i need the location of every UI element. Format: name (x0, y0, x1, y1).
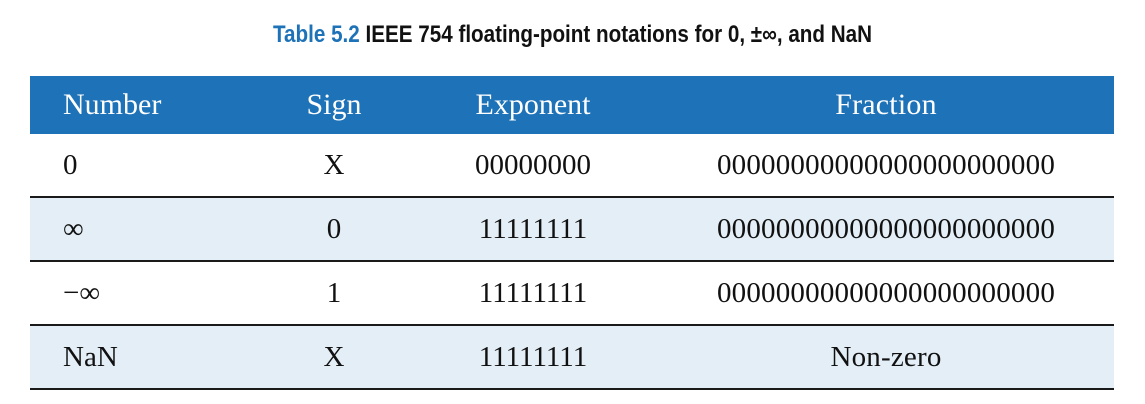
cell-sign: 0 (326, 212, 342, 245)
cell-exponent: 11111111 (478, 340, 588, 373)
cell-exponent: 11111111 (478, 212, 588, 245)
table-caption-text: IEEE 754 floating-point notations for 0,… (365, 21, 873, 48)
table-row: ∞ 0 11111111 00000000000000000000000 (30, 198, 1114, 262)
table-row: NaN X 11111111 Non-zero (30, 326, 1114, 390)
table-row: 0 X 00000000 00000000000000000000000 (30, 134, 1114, 198)
cell-fraction: 00000000000000000000000 (716, 276, 1056, 309)
cell-number: ∞ (63, 212, 84, 245)
cell-exponent: 11111111 (478, 276, 588, 309)
header-sign: Sign (306, 88, 362, 121)
cell-sign: 1 (326, 276, 342, 309)
data-table: Number Sign Exponent Fraction 0 X 000000… (30, 76, 1114, 390)
header-fraction: Fraction (835, 88, 937, 121)
cell-fraction: Non-zero (830, 340, 942, 373)
cell-fraction: 00000000000000000000000 (716, 148, 1056, 181)
cell-number: −∞ (63, 276, 101, 309)
cell-number: 0 (63, 148, 78, 181)
table-header-row: Number Sign Exponent Fraction (30, 76, 1114, 134)
cell-sign: X (323, 340, 345, 373)
cell-number: NaN (63, 340, 118, 373)
cell-sign: X (323, 148, 345, 181)
cell-fraction: 00000000000000000000000 (716, 212, 1056, 245)
header-exponent: Exponent (475, 88, 591, 121)
table-row: −∞ 1 11111111 00000000000000000000000 (30, 262, 1114, 326)
table-caption: Table 5.2 IEEE 754 floating-point notati… (80, 20, 1065, 50)
header-number: Number (63, 88, 162, 121)
cell-exponent: 00000000 (475, 148, 591, 181)
table-caption-label: Table 5.2 (272, 21, 360, 48)
